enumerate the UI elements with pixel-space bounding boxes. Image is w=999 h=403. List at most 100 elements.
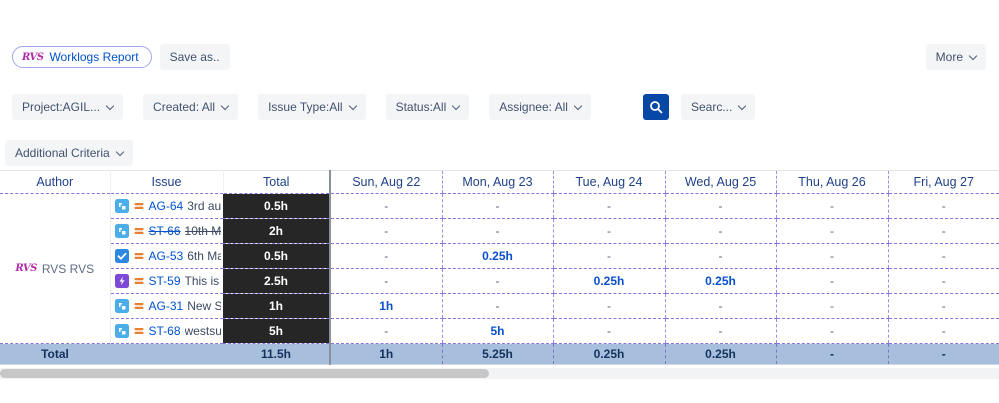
worklog-cell: -	[887, 268, 999, 294]
table-row: ST-59 This is an... 2.5h - - 0.25h 0.25h…	[0, 268, 999, 294]
additional-criteria-dropdown[interactable]: Additional Criteria	[5, 140, 133, 166]
chevron-down-icon	[452, 101, 461, 110]
created-filter-dropdown[interactable]: Created: All	[143, 94, 239, 120]
priority-medium-icon	[133, 300, 145, 312]
worklog-cell: -	[552, 243, 665, 269]
grand-total-day-cell: -	[887, 343, 999, 365]
priority-medium-icon	[133, 225, 145, 237]
column-header-date: Tue, Aug 24	[552, 170, 665, 194]
priority-medium-icon	[133, 250, 145, 262]
priority-medium-icon	[133, 325, 145, 337]
worklog-cell[interactable]: 5h	[441, 318, 553, 344]
worklog-cell: -	[329, 218, 442, 244]
filter-toolbar: Project:AGIL... Created: All Issue Type:…	[12, 94, 987, 120]
worklog-cell[interactable]: 1h	[329, 293, 442, 319]
subtask-icon	[114, 324, 129, 338]
row-total-cell: 1h	[223, 293, 331, 319]
rvs-logo: RVS	[22, 51, 44, 63]
subtask-icon	[114, 224, 129, 238]
chevron-down-icon	[573, 101, 583, 110]
worklog-cell: -	[775, 193, 888, 219]
grand-total-hours: 11.5h	[223, 343, 331, 365]
worklog-cell: -	[664, 218, 776, 244]
table-row: AG-31 New Su... 1h 1h - - - - -	[0, 293, 999, 319]
more-button[interactable]: More	[925, 44, 986, 70]
issue-summary: westsub	[184, 324, 221, 338]
row-total-cell: 0.5h	[223, 193, 331, 219]
save-as-button[interactable]: Save as..	[159, 44, 230, 70]
issue-key-link[interactable]: ST-59	[148, 274, 181, 288]
priority-medium-icon	[133, 275, 145, 287]
table-row: ST-68 westsub 5h - 5h - - - -	[0, 318, 999, 344]
status-filter-dropdown[interactable]: Status:All	[385, 94, 470, 120]
column-header-date: Mon, Aug 23	[441, 170, 553, 194]
chevron-down-icon	[220, 101, 230, 110]
project-filter-dropdown[interactable]: Project:AGIL...	[12, 94, 124, 120]
page-title: Worklogs Report	[49, 50, 139, 64]
row-total-cell: 2.5h	[223, 268, 331, 294]
additional-criteria-row: Additional Criteria	[5, 140, 999, 166]
assignee-filter-label: Assignee: All	[499, 100, 568, 114]
horizontal-scrollbar-track	[0, 368, 999, 379]
table-row: AG-53 6th May... 0.5h - 0.25h - - - -	[0, 243, 999, 269]
worklog-cell: -	[441, 193, 553, 219]
rvs-avatar: RVS	[15, 263, 37, 274]
subtask-icon	[114, 299, 129, 313]
table-header-row: Author Issue Total Sun, Aug 22 Mon, Aug …	[0, 170, 999, 194]
worklog-cell: -	[775, 318, 888, 344]
worklog-cell[interactable]: 0.25h	[441, 243, 553, 269]
table-row: ST-66 10th Ma... 2h - - - - - -	[0, 218, 999, 244]
worklog-cell: -	[329, 268, 442, 294]
issue-key-link[interactable]: AG-31	[148, 299, 184, 313]
assignee-filter-dropdown[interactable]: Assignee: All	[489, 94, 591, 120]
worklog-cell: -	[887, 193, 999, 219]
chevron-down-icon	[105, 101, 115, 110]
worklog-cell: -	[664, 318, 776, 344]
column-header-issue: Issue	[109, 170, 223, 194]
task-icon	[114, 249, 129, 263]
column-header-author: Author	[0, 170, 110, 194]
worklog-cell: -	[664, 243, 776, 269]
worklogs-table: Author Issue Total Sun, Aug 22 Mon, Aug …	[0, 170, 999, 365]
subtask-icon	[114, 199, 129, 213]
worklog-cell[interactable]: 0.25h	[664, 268, 776, 294]
status-filter-label: Status:All	[395, 100, 447, 114]
created-filter-label: Created: All	[153, 100, 216, 114]
author-name: RVS RVS	[41, 261, 95, 276]
chevron-down-icon	[738, 101, 747, 110]
column-header-total: Total	[222, 170, 331, 194]
top-toolbar: RVS Worklogs Report Save as.. More	[12, 44, 986, 70]
search-button[interactable]	[642, 94, 669, 120]
worklog-cell: -	[552, 218, 665, 244]
worklog-cell: -	[664, 193, 776, 219]
issue-summary: This is an...	[184, 274, 221, 288]
row-total-cell: 0.5h	[223, 243, 331, 269]
worklog-cell: -	[887, 318, 999, 344]
column-header-date: Sun, Aug 22	[329, 170, 442, 194]
worklog-cell: -	[887, 218, 999, 244]
column-header-date: Wed, Aug 25	[664, 170, 776, 194]
column-header-date: Fri, Aug 27	[887, 170, 999, 194]
row-total-cell: 5h	[223, 318, 331, 344]
grand-total-spacer	[110, 343, 223, 365]
worklog-cell[interactable]: 0.25h	[552, 268, 665, 294]
issue-key-link[interactable]: AG-53	[148, 249, 184, 263]
chevron-down-icon	[968, 51, 978, 60]
report-title-badge: RVS Worklogs Report	[12, 46, 152, 68]
grand-total-day-cell: -	[775, 343, 888, 365]
worklog-cell: -	[664, 293, 776, 319]
search-saved-filter-dropdown[interactable]: Searc...	[680, 94, 756, 120]
issue-key-link[interactable]: ST-68	[148, 324, 181, 338]
worklog-cell: -	[775, 293, 888, 319]
worklog-cell: -	[329, 318, 442, 344]
worklog-cell: -	[552, 193, 665, 219]
issue-summary: 6th May...	[187, 249, 221, 263]
horizontal-scrollbar-thumb[interactable]	[0, 369, 489, 378]
grand-total-day-cell: 5.25h	[441, 343, 553, 365]
worklog-cell: -	[887, 243, 999, 269]
worklog-cell: -	[441, 268, 553, 294]
issue-type-filter-dropdown[interactable]: Issue Type:All	[258, 94, 366, 120]
issue-key-link[interactable]: ST-66	[148, 224, 181, 238]
issue-summary: 3rd aug ...	[187, 199, 221, 213]
issue-key-link[interactable]: AG-64	[148, 199, 184, 213]
